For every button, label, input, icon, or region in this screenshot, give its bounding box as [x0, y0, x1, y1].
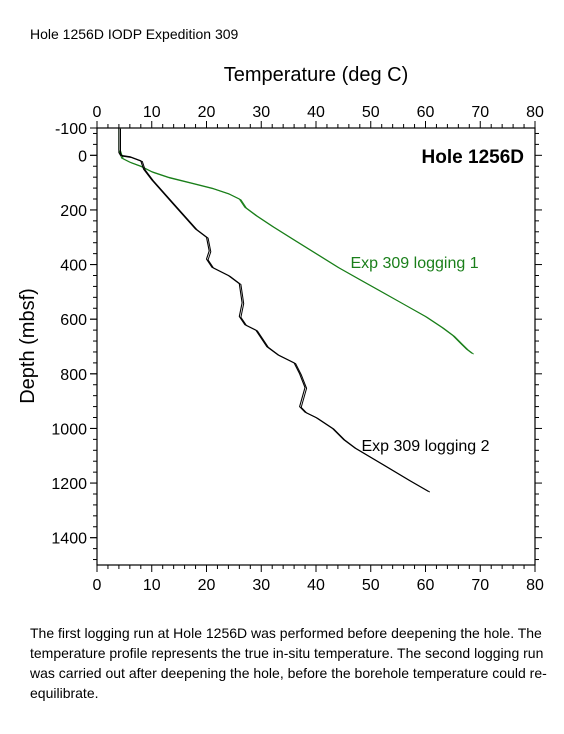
series-line-2-trace [120, 128, 431, 493]
x-tick-label-bottom: 50 [362, 577, 380, 594]
x-axis-title: Temperature (deg C) [224, 64, 409, 86]
x-tick-label-bottom: 10 [143, 577, 161, 594]
axis-ticks: 0 0 10 10 20 20 30 30 40 40 50 50 60 60 70 70 80 80 -100 0 2… [51, 104, 544, 594]
series-lines [118, 128, 474, 493]
x-tick-label-bottom: 40 [307, 577, 325, 594]
y-tick-label: 400 [60, 258, 87, 275]
y-tick-label: 1000 [51, 421, 87, 438]
y-tick-label: -100 [55, 121, 87, 138]
x-tick-label-top: 50 [362, 104, 380, 121]
x-tick-label-bottom: 20 [198, 577, 216, 594]
x-tick-label-top: 0 [93, 104, 102, 121]
annotations: Exp 309 logging 1 Exp 309 logging 2 [350, 255, 489, 455]
x-tick-label-top: 30 [252, 104, 270, 121]
y-tick-label: 600 [60, 312, 87, 329]
temperature-depth-chart: 0 0 10 10 20 20 30 30 40 40 50 50 60 60 70 70 80 80 -100 0 2… [17, 64, 544, 594]
x-tick-label-bottom: 60 [417, 577, 435, 594]
x-tick-label-top: 80 [526, 104, 544, 121]
plot-frame [96, 127, 536, 566]
x-tick-label-bottom: 70 [471, 577, 489, 594]
x-tick-label-top: 60 [417, 104, 435, 121]
x-tick-label-top: 40 [307, 104, 325, 121]
y-tick-label: 1400 [51, 531, 87, 548]
series-annotation-1: Exp 309 logging 1 [350, 255, 478, 272]
y-axis-title: Depth (mbsf) [17, 288, 39, 404]
y-tick-label: 200 [60, 203, 87, 220]
y-tick-label: 0 [78, 148, 87, 165]
y-tick-label: 1200 [51, 476, 87, 493]
y-tick-label: 800 [60, 367, 87, 384]
x-tick-label-bottom: 30 [252, 577, 270, 594]
x-tick-label-top: 20 [198, 104, 216, 121]
chart-title: Hole 1256D [422, 147, 524, 168]
x-tick-label-top: 10 [143, 104, 161, 121]
page-header: Hole 1256D IODP Expedition 309 [30, 26, 239, 42]
x-tick-label-top: 70 [471, 104, 489, 121]
x-tick-label-bottom: 80 [526, 577, 544, 594]
series-annotation-2: Exp 309 logging 2 [361, 438, 489, 455]
series-line-2 [118, 128, 429, 492]
x-tick-label-bottom: 0 [93, 577, 102, 594]
figure-caption: The first logging run at Hole 1256D was … [30, 625, 547, 701]
